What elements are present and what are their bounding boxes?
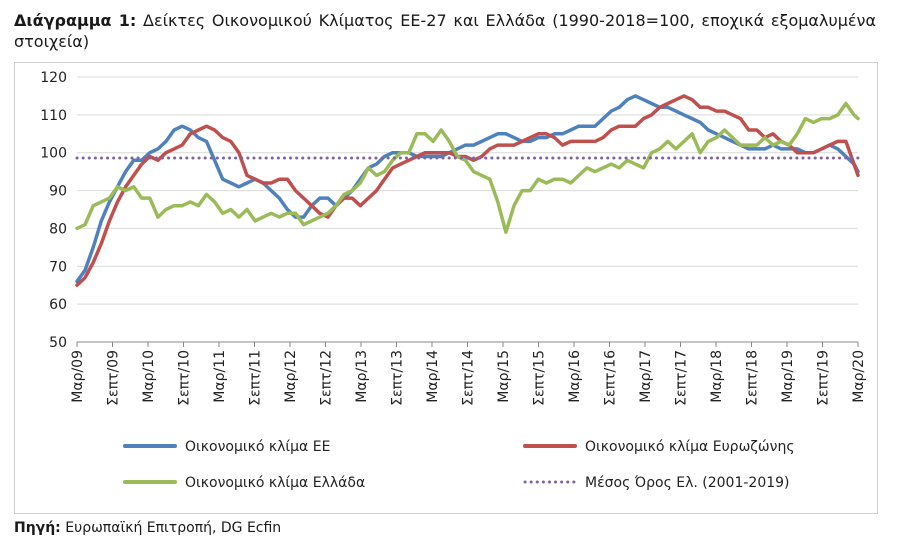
x-tick-label: Σεπτ/10: [177, 350, 193, 406]
x-tick-label: Μαρ/10: [141, 350, 157, 403]
x-tick-label: Σεπτ/14: [461, 350, 477, 406]
x-tick-label: Σεπτ/17: [674, 350, 690, 406]
x-tick-label: Σεπτ/16: [603, 350, 619, 406]
x-tick-label: Σεπτ/15: [532, 350, 548, 406]
y-tick-label: 110: [40, 108, 67, 124]
x-tick-label: Μαρ/20: [851, 350, 867, 403]
x-tick-label: Μαρ/14: [425, 350, 441, 403]
y-tick-label: 80: [49, 221, 67, 237]
series-line-2: [75, 94, 860, 287]
x-tick-label: Μαρ/12: [283, 350, 299, 403]
series-line-1: [75, 94, 860, 284]
x-tick-label: Σεπτ/18: [745, 350, 761, 406]
x-tick-label: Μαρ/17: [638, 350, 654, 403]
chart-title-label: Διάγραμμα 1:: [14, 11, 137, 30]
line-chart: 50 60 70 80 90 100 110 120 Μαρ/09 Σεπτ/09 Μαρ/10 Σ…: [40, 70, 867, 491]
y-tick-label: 70: [49, 259, 67, 275]
legend-label-1: Οικονομικό κλίμα ΕΕ: [185, 439, 330, 455]
chart-title: Διάγραμμα 1: Δείκτες Οικονομικού Κλίματο…: [14, 10, 876, 52]
y-tick-label: 90: [49, 184, 67, 200]
y-tick-label: 50: [49, 335, 67, 351]
x-tick-label: Μαρ/13: [354, 350, 370, 403]
x-tick-label: Μαρ/11: [212, 350, 228, 403]
x-tick-label: Μαρ/19: [780, 350, 796, 403]
legend-label-4: Μέσος Όρος Ελ. (2001-2019): [585, 475, 790, 491]
x-tick-label: Σεπτ/19: [816, 350, 832, 406]
source-label: Πηγή:: [14, 520, 61, 536]
source-text: Ευρωπαϊκή Επιτροπή, DG Ecfin: [65, 520, 282, 536]
x-tick-label: Σεπτ/11: [248, 350, 264, 406]
legend-label-2: Οικονομικό κλίμα Ευρωζώνης: [585, 439, 795, 455]
chart-title-text: Δείκτες Οικονομικού Κλίματος ΕΕ-27 και Ε…: [14, 11, 877, 51]
x-tick-label: Σεπτ/09: [106, 350, 122, 406]
x-axis-ticks: Μαρ/09 Σεπτ/09 Μαρ/10 Σεπτ/10 Μαρ/11 Σεπτ/11 Μ…: [70, 341, 867, 406]
source-note: Πηγή: Ευρωπαϊκή Επιτροπή, DG Ecfin: [14, 520, 281, 536]
legend-label-3: Οικονομικό κλίμα Ελλάδα: [185, 475, 365, 491]
y-axis-ticks: 50 60 70 80 90 100 110 120: [40, 70, 67, 351]
x-tick-label: Μαρ/09: [70, 350, 86, 403]
gridlines: [77, 76, 858, 343]
x-tick-label: Σεπτ/12: [319, 350, 335, 406]
y-tick-label: 120: [40, 70, 67, 86]
legend: Οικονομικό κλίμα ΕΕ Οικονομικό κλίμα Ευρω…: [123, 439, 795, 491]
x-tick-label: Μαρ/15: [496, 350, 512, 403]
series-line-3: [75, 101, 860, 234]
y-tick-label: 100: [40, 146, 67, 162]
x-tick-label: Μαρ/16: [567, 350, 583, 403]
series-lines: [75, 94, 860, 287]
x-tick-label: Σεπτ/13: [390, 350, 406, 406]
y-tick-label: 60: [49, 297, 67, 313]
x-tick-label: Μαρ/18: [709, 350, 725, 403]
chart-frame: 50 60 70 80 90 100 110 120 Μαρ/09 Σεπτ/09 Μαρ/10 Σ…: [14, 62, 878, 514]
